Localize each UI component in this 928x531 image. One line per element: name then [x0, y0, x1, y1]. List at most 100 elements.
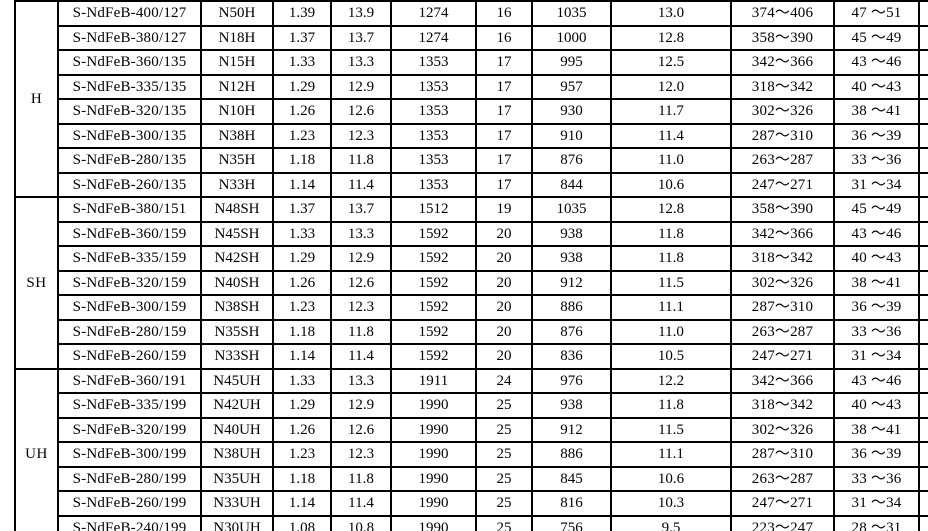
- cell-intrinsic-coercivity-kiloOersted: 20: [475, 245, 533, 272]
- cell-max-operating-temperature: 90: [918, 220, 928, 247]
- cell-max-operating-temperature: 90: [918, 196, 928, 223]
- cell-max-operating-temperature: 95: [918, 98, 928, 125]
- cell-remanence-tesla: 1.26: [272, 269, 332, 296]
- cell-coercivity-kiloOersted: 10.3: [610, 490, 732, 517]
- cell-grade-code: N15H: [200, 49, 274, 76]
- cell-max-operating-temperature: 90: [918, 465, 928, 492]
- cell-specification-code: S-NdFeB-280/135: [57, 147, 202, 174]
- cell-specification-code: S-NdFeB-335/135: [57, 73, 202, 100]
- cell-max-operating-temperature: 90: [918, 441, 928, 468]
- table-body: H S-NdFeB-400/127 N50H 1.39 13.9 1274 16 1035 13…: [14, 0, 928, 531]
- cell-max-operating-temperature: 90: [918, 318, 928, 345]
- cell-max-operating-temperature: 95: [918, 24, 928, 51]
- cell-coercivity-ka-per-m: 845: [531, 465, 612, 492]
- cell-specification-code: S-NdFeB-320/159: [57, 269, 202, 296]
- cell-remanence-kilogauss: 12.6: [330, 416, 392, 443]
- table-row: S-NdFeB-320/199 N40UH 1.26 12.6 1990 25 912 11.…: [15, 416, 928, 443]
- cell-coercivity-ka-per-m: 1000: [531, 24, 612, 51]
- cell-remanence-kilogauss: 12.6: [330, 98, 392, 125]
- cell-max-operating-temperature: 90: [918, 490, 928, 517]
- cell-specification-code: S-NdFeB-280/159: [57, 318, 202, 345]
- cell-intrinsic-coercivity-kiloOersted: 17: [475, 73, 533, 100]
- cell-max-operating-temperature: 90: [918, 416, 928, 443]
- cell-grade-code: N12H: [200, 73, 274, 100]
- cell-intrinsic-coercivity-ka-per-m: 1990: [390, 441, 477, 468]
- cell-energy-product-mgoe: 45 ～49: [833, 24, 920, 51]
- cell-intrinsic-coercivity-kiloOersted: 17: [475, 98, 533, 125]
- cell-remanence-tesla: 1.26: [272, 416, 332, 443]
- cell-max-operating-temperature: 90: [918, 367, 928, 394]
- cell-intrinsic-coercivity-ka-per-m: 1592: [390, 245, 477, 272]
- cell-coercivity-ka-per-m: 910: [531, 122, 612, 149]
- cell-specification-code: S-NdFeB-260/135: [57, 171, 202, 198]
- cell-specification-code: S-NdFeB-280/199: [57, 465, 202, 492]
- cell-energy-product-mgoe: 33 ～36: [833, 465, 920, 492]
- cell-energy-product-kj-per-m3: 247～271: [730, 343, 835, 370]
- cell-remanence-tesla: 1.29: [272, 73, 332, 100]
- cell-intrinsic-coercivity-ka-per-m: 1353: [390, 147, 477, 174]
- cell-energy-product-kj-per-m3: 263～287: [730, 318, 835, 345]
- cell-coercivity-ka-per-m: 1035: [531, 0, 612, 27]
- table-row: UH S-NdFeB-360/191 N45UH 1.33 13.3 1911 24 976 1…: [14, 367, 928, 531]
- cell-intrinsic-coercivity-ka-per-m: 1592: [390, 318, 477, 345]
- table-row: S-NdFeB-260/159 N33SH 1.14 11.4 1592 20 836 10.…: [15, 343, 928, 370]
- cell-remanence-tesla: 1.33: [272, 220, 332, 247]
- cell-energy-product-kj-per-m3: 223～247: [730, 514, 835, 531]
- cell-energy-product-kj-per-m3: 263～287: [730, 147, 835, 174]
- cell-intrinsic-coercivity-kiloOersted: 16: [475, 0, 533, 27]
- cell-intrinsic-coercivity-kiloOersted: 25: [475, 490, 533, 517]
- cell-coercivity-kiloOersted: 12.5: [610, 49, 732, 76]
- cell-remanence-kilogauss: 11.4: [330, 490, 392, 517]
- cell-coercivity-ka-per-m: 1035: [531, 196, 612, 223]
- cell-remanence-kilogauss: 12.9: [330, 73, 392, 100]
- cell-intrinsic-coercivity-kiloOersted: 25: [475, 465, 533, 492]
- cell-intrinsic-coercivity-ka-per-m: 1592: [390, 269, 477, 296]
- cell-grade-code: N33UH: [200, 490, 274, 517]
- cell-max-operating-temperature: 95: [918, 0, 928, 27]
- cell-grade-code: N42UH: [200, 392, 274, 419]
- cell-intrinsic-coercivity-kiloOersted: 25: [475, 441, 533, 468]
- cell-energy-product-mgoe: 33 ～36: [833, 318, 920, 345]
- cell-energy-product-kj-per-m3: 287～310: [730, 294, 835, 321]
- cell-remanence-tesla: 1.26: [272, 98, 332, 125]
- cell-max-operating-temperature: 90: [918, 392, 928, 419]
- cell-coercivity-ka-per-m: 976: [531, 367, 612, 394]
- cell-energy-product-kj-per-m3: 318～342: [730, 392, 835, 419]
- cell-intrinsic-coercivity-ka-per-m: 1990: [390, 416, 477, 443]
- cell-max-operating-temperature: 90: [918, 294, 928, 321]
- cell-energy-product-kj-per-m3: 287～310: [730, 441, 835, 468]
- cell-coercivity-kiloOersted: 12.8: [610, 196, 732, 223]
- cell-energy-product-kj-per-m3: 374～406: [730, 0, 835, 27]
- cell-specification-code: S-NdFeB-335/159: [57, 245, 202, 272]
- cell-intrinsic-coercivity-kiloOersted: 20: [475, 220, 533, 247]
- cell-specification-code: S-NdFeB-335/199: [57, 392, 202, 419]
- cell-coercivity-ka-per-m: 930: [531, 98, 612, 125]
- cell-remanence-kilogauss: 13.3: [330, 49, 392, 76]
- cell-grade-code: N38SH: [200, 294, 274, 321]
- cell-coercivity-ka-per-m: 876: [531, 147, 612, 174]
- series-group-label: SH: [14, 196, 59, 370]
- cell-energy-product-kj-per-m3: 358～390: [730, 24, 835, 51]
- cell-specification-code: S-NdFeB-380/151: [57, 196, 202, 223]
- cell-intrinsic-coercivity-ka-per-m: 1353: [390, 122, 477, 149]
- cell-coercivity-ka-per-m: 876: [531, 318, 612, 345]
- cell-intrinsic-coercivity-kiloOersted: 20: [475, 294, 533, 321]
- cell-energy-product-mgoe: 31 ～34: [833, 171, 920, 198]
- cell-grade-code: N35SH: [200, 318, 274, 345]
- cell-energy-product-mgoe: 40 ～43: [833, 245, 920, 272]
- cell-remanence-tesla: 1.23: [272, 122, 332, 149]
- cell-energy-product-mgoe: 45 ～49: [833, 196, 920, 223]
- cell-specification-code: S-NdFeB-320/135: [57, 98, 202, 125]
- cell-intrinsic-coercivity-ka-per-m: 1274: [390, 24, 477, 51]
- cell-grade-code: N38H: [200, 122, 274, 149]
- cell-specification-code: S-NdFeB-300/199: [57, 441, 202, 468]
- cell-grade-code: N40UH: [200, 416, 274, 443]
- cell-coercivity-ka-per-m: 938: [531, 392, 612, 419]
- cell-grade-code: N33H: [200, 171, 274, 198]
- cell-grade-code: N48SH: [200, 196, 274, 223]
- cell-energy-product-kj-per-m3: 287～310: [730, 122, 835, 149]
- cell-max-operating-temperature: 90: [918, 514, 928, 531]
- cell-energy-product-kj-per-m3: 358～390: [730, 196, 835, 223]
- cell-remanence-kilogauss: 13.3: [330, 367, 392, 394]
- cell-energy-product-mgoe: 28 ～31: [833, 514, 920, 531]
